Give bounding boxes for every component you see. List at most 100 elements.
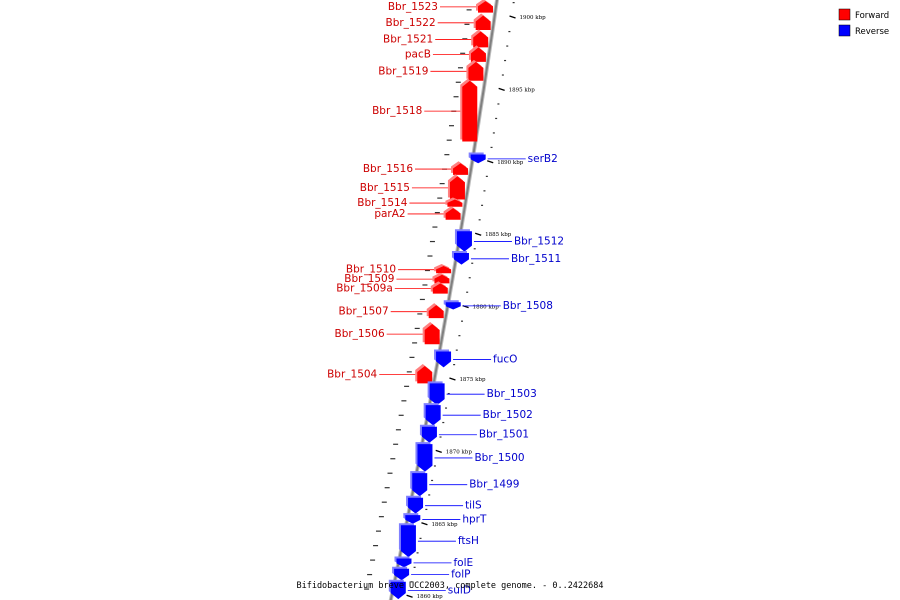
tick-mark-minor (433, 465, 436, 467)
gene-bbr_1521[interactable] (471, 29, 489, 48)
gene-arrow (478, 1, 494, 13)
gene-bbr_1509a[interactable] (430, 281, 448, 294)
legend-forward-swatch (838, 8, 851, 21)
tick-mark-minor (501, 74, 504, 76)
gene-tils[interactable] (406, 495, 424, 514)
tick-mark-minor (424, 269, 430, 272)
gene-label: hprT (462, 513, 487, 525)
gene-arrow (408, 497, 424, 514)
tick-mark-minor (453, 364, 456, 366)
tick-mark-minor (468, 277, 471, 279)
gene-bbr_1512[interactable] (454, 229, 472, 252)
tick-mark-minor (375, 530, 381, 532)
gene-serb2[interactable] (468, 152, 486, 164)
tick-mark-minor (464, 23, 470, 25)
tick-mark-minor (461, 320, 464, 322)
gene-suld[interactable] (388, 579, 406, 600)
gene-arrow (417, 365, 433, 384)
tick-mark-minor (439, 436, 442, 438)
gene-arrow (470, 47, 486, 62)
legend-reverse-label: Reverse (855, 27, 889, 37)
tick-mark-minor (395, 429, 401, 431)
gene-bbr_1514[interactable] (445, 197, 463, 207)
backbone-shadow (388, 0, 500, 600)
gene-label: Bbr_1518 (372, 105, 422, 117)
gene-bbr_1504[interactable] (415, 363, 433, 384)
gene-para2[interactable] (443, 206, 461, 220)
gene-label: tilS (465, 500, 482, 512)
gene-arrow (390, 581, 406, 600)
gene-bbr_1506[interactable] (422, 321, 440, 345)
gene-bbr_1509[interactable] (432, 272, 450, 284)
gene-pacb[interactable] (468, 45, 486, 62)
tick-label: 1865 kbp (431, 522, 458, 528)
tick-mark-minor (401, 400, 407, 402)
tick-mark-minor (378, 516, 384, 518)
tick-mark-minor (447, 392, 450, 395)
tick-mark-minor (478, 219, 481, 221)
gene-bbr_1519[interactable] (466, 59, 484, 81)
tick-mark-minor (429, 240, 435, 243)
gene-bbr_1502[interactable] (423, 403, 441, 426)
gene-label: Bbr_1509 (344, 273, 394, 285)
gene-bbr_1507[interactable] (426, 303, 444, 319)
tick-mark-minor (462, 38, 468, 40)
gene-ftsh[interactable] (398, 523, 416, 558)
tick-mark-minor (490, 146, 493, 149)
gene-arrow (456, 231, 472, 252)
gene-label: Bbr_1501 (479, 429, 529, 441)
tick-mark-minor (398, 414, 404, 416)
tick-mark-major (498, 87, 505, 92)
tick-mark-minor (457, 67, 463, 69)
tick-mark-major (435, 449, 442, 454)
tick-mark-minor (445, 407, 448, 409)
tick-mark-minor (458, 335, 461, 337)
gene-label: ftsH (458, 535, 479, 547)
tick-mark-minor (512, 2, 515, 4)
gene-arrow (394, 568, 410, 581)
tick-layer: 1900 kbp 1895 kbp 1890 kbp 1885 kbp 1880 kbp… (364, 2, 546, 600)
gene-arrow (475, 15, 491, 31)
gene-bbr_1516[interactable] (451, 161, 469, 175)
tick-mark-minor (492, 132, 495, 134)
gene-arrow (462, 80, 478, 142)
tick-mark-minor (425, 508, 428, 511)
tick-mark-minor (409, 356, 415, 358)
gene-bbr_1503[interactable] (427, 381, 445, 406)
gene-hprt[interactable] (403, 513, 421, 524)
gene-bbr_1508[interactable] (443, 300, 461, 310)
gene-label: serB2 (528, 153, 558, 165)
gene-bbr_1518[interactable] (460, 78, 478, 142)
tick-mark-minor (410, 581, 413, 583)
gene-bbr_1499[interactable] (410, 471, 428, 497)
gene-arrow (425, 405, 441, 426)
tick-label: 1895 kbp (509, 87, 536, 93)
gene-bbr_1515[interactable] (447, 174, 465, 200)
gene-bbr_1501[interactable] (419, 424, 437, 443)
gene-fuco[interactable] (434, 349, 452, 368)
tick-mark-minor (370, 559, 376, 561)
gene-bbr_1522[interactable] (473, 13, 491, 31)
tick-mark-minor (427, 255, 433, 257)
gene-arrow (424, 323, 440, 345)
gene-label: Bbr_1522 (386, 17, 436, 29)
gene-bbr_1511[interactable] (451, 251, 469, 265)
tick-mark-minor (428, 494, 431, 496)
gene-bbr_1523[interactable] (476, 0, 494, 13)
gene-bbr_1510[interactable] (434, 264, 452, 274)
tick-mark-minor (483, 190, 486, 192)
tick-mark-major (421, 522, 428, 526)
gene-arrow (436, 351, 452, 368)
gene-fole[interactable] (394, 556, 412, 568)
tick-label: 1875 kbp (459, 377, 486, 383)
tick-mark-minor (381, 501, 387, 503)
tick-mark-minor (419, 537, 422, 539)
tick-mark-minor (384, 487, 390, 489)
tick-mark-minor (448, 125, 454, 127)
tick-mark-minor (404, 385, 410, 387)
legend: Forward Reverse (838, 8, 889, 37)
gene-bbr_1500[interactable] (415, 442, 433, 472)
gene-label: Bbr_1514 (357, 197, 407, 209)
gene-label: Bbr_1511 (511, 253, 561, 265)
gene-folp[interactable] (392, 566, 410, 581)
